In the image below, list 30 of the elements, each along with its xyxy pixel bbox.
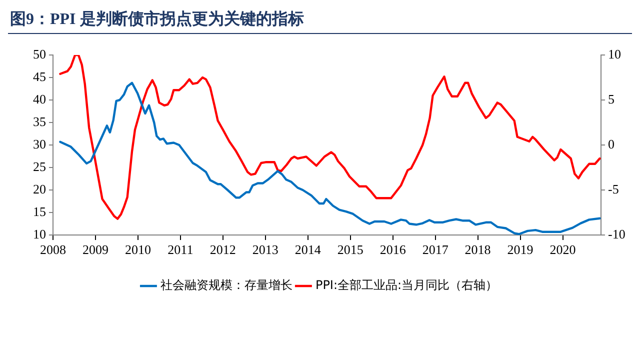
y-tick-label: 10 bbox=[33, 226, 46, 242]
y-tick-label: 15 bbox=[33, 204, 46, 219]
y-tick-label: 25 bbox=[33, 158, 46, 174]
x-tick-label: 2018 bbox=[464, 242, 491, 258]
y2-tick-label: 5 bbox=[608, 91, 614, 106]
y-tick-label: 50 bbox=[33, 46, 46, 62]
x-tick-label: 2020 bbox=[550, 242, 576, 258]
x-tick-label: 2008 bbox=[40, 242, 66, 258]
chart-title: 图9：PPI 是判断债市拐点更为关键的指标 bbox=[8, 8, 632, 34]
y-tick-label: 30 bbox=[33, 136, 46, 152]
legend-label: PPI:全部工业品:当月同比（右轴） bbox=[315, 278, 498, 292]
x-tick-label: 2013 bbox=[252, 242, 278, 258]
x-tick-label: 2011 bbox=[168, 242, 194, 258]
legend-label: 社会融资规模：存量增长 bbox=[160, 278, 292, 292]
y2-tick-label: 10 bbox=[608, 46, 621, 62]
y-tick-label: 20 bbox=[33, 181, 46, 196]
y-tick-label: 35 bbox=[33, 114, 46, 129]
y2-tick-label: 0 bbox=[608, 136, 614, 152]
x-tick-label: 2019 bbox=[507, 242, 534, 258]
x-tick-label: 2009 bbox=[82, 242, 108, 258]
y-tick-label: 40 bbox=[33, 91, 46, 106]
x-tick-label: 2012 bbox=[210, 242, 236, 258]
y2-tick-label: -10 bbox=[608, 226, 626, 242]
x-tick-label: 2014 bbox=[294, 242, 322, 258]
x-tick-label: 2015 bbox=[337, 242, 364, 258]
y-tick-label: 45 bbox=[33, 68, 46, 84]
x-tick-label: 2016 bbox=[380, 242, 406, 258]
x-tick-label: 2017 bbox=[422, 242, 449, 258]
x-tick-label: 2010 bbox=[124, 242, 151, 258]
y2-tick-label: -5 bbox=[608, 181, 619, 196]
